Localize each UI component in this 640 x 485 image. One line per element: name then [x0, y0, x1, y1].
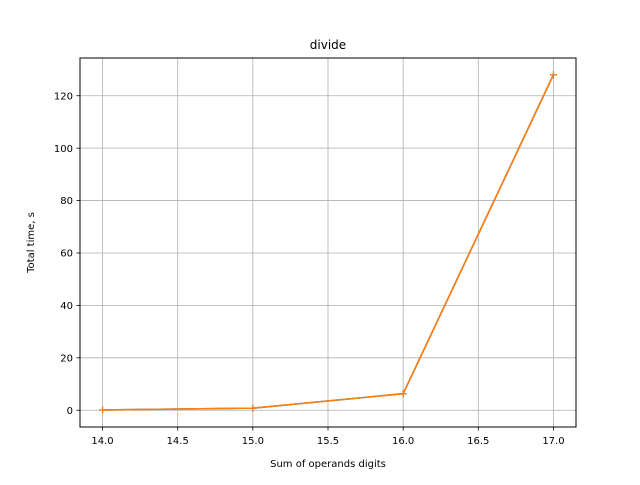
- y-tick-label: 80: [60, 196, 73, 207]
- x-tick-label: 17.0: [542, 436, 564, 447]
- y-tick-label: 20: [60, 353, 73, 364]
- y-axis-label: Total time, s: [26, 212, 37, 274]
- x-tick-label: 16.5: [467, 436, 489, 447]
- series-2-point: [549, 71, 557, 79]
- series-2-line: [102, 74, 555, 411]
- y-tick-label: 60: [60, 249, 73, 260]
- series-2-point: [99, 406, 107, 414]
- y-tick-label: 40: [60, 301, 73, 312]
- x-tick-label: 15.0: [242, 436, 264, 447]
- axis-ticks: 14.0 14.5 15.0 15.5 16.0 16.5 17.0 0 20 40 60 80 100…: [54, 91, 565, 447]
- x-axis-label: Sum of operands digits: [270, 459, 386, 470]
- x-tick-label: 16.0: [392, 436, 414, 447]
- series-2-point: [399, 390, 407, 398]
- grid-lines: [80, 58, 576, 427]
- series-layer: [99, 71, 557, 414]
- chart-title: divide: [310, 38, 346, 52]
- x-tick-label: 14.0: [91, 436, 113, 447]
- y-tick-label: 100: [54, 144, 73, 155]
- y-tick-label: 0: [67, 406, 73, 417]
- y-tick-label: 120: [54, 91, 73, 102]
- x-tick-label: 15.5: [317, 436, 339, 447]
- series-2-point: [249, 404, 257, 412]
- x-tick-label: 14.5: [167, 436, 189, 447]
